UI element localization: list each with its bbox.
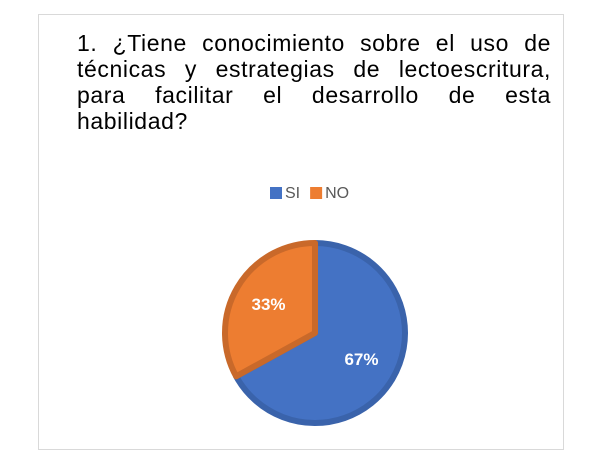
- data-label: 33%: [252, 295, 286, 314]
- legend-swatch: [310, 187, 323, 199]
- legend-label: SI: [285, 185, 300, 202]
- pie-slice: [233, 240, 408, 426]
- data-label: 67%: [344, 350, 378, 369]
- chart-frame: [38, 14, 564, 450]
- legend-label: NO: [325, 185, 349, 202]
- chart-title: 1. ¿Tiene conocimiento sobre el uso de t…: [77, 30, 551, 134]
- legend-swatch: [270, 187, 282, 199]
- pie-slice: [222, 240, 318, 380]
